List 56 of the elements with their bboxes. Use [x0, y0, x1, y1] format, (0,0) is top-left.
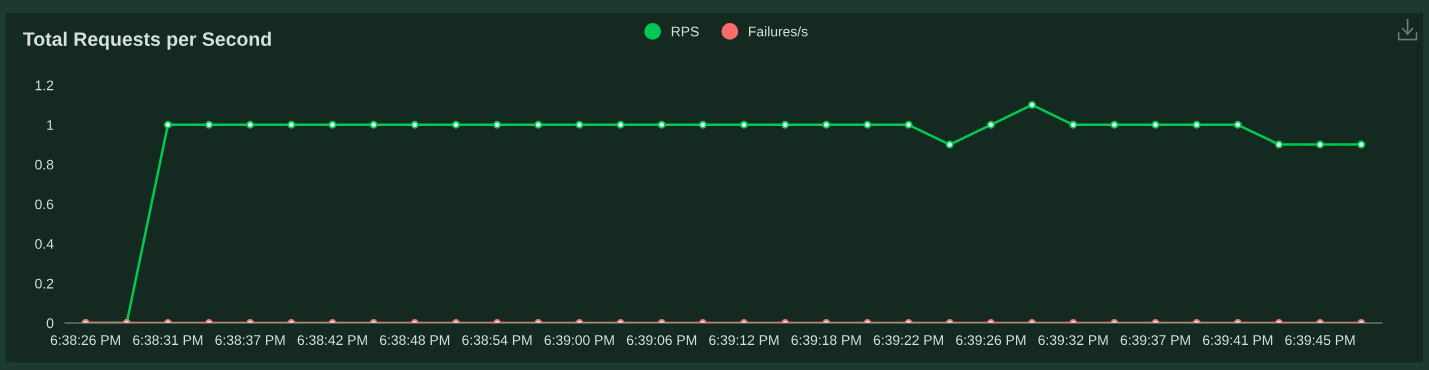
point: [410, 120, 419, 129]
y-tick-label: 0.2: [35, 278, 54, 289]
x-tick-label: 6:39:45 PM: [1285, 335, 1355, 346]
point: [1275, 140, 1283, 149]
point: [1192, 120, 1201, 129]
y-tick-label: 1: [47, 120, 54, 130]
point: [822, 120, 831, 129]
chart-title: Total Requests per Second: [23, 31, 271, 50]
point: [1233, 120, 1242, 129]
x-tick-label: 6:38:54 PM: [462, 335, 532, 346]
point: [1151, 120, 1160, 129]
x-tick-label: 6:38:48 PM: [379, 335, 450, 346]
point: [863, 120, 872, 129]
point: [657, 120, 666, 129]
legend-label: RPS: [671, 26, 699, 37]
x-tick-label: 6:38:31 PM: [133, 335, 203, 346]
point: [205, 120, 214, 129]
y-tick-label: 0.8: [35, 159, 54, 170]
point: [246, 120, 255, 129]
x-tick-label: 6:39:18 PM: [791, 335, 861, 346]
point: [369, 120, 378, 129]
point: [534, 120, 543, 129]
point: [1110, 120, 1119, 129]
point: [1069, 120, 1078, 129]
x-tick-label: 6:38:42 PM: [297, 335, 367, 346]
x-tick-label: 6:39:06 PM: [626, 335, 697, 346]
point: [945, 140, 954, 149]
y-tick-label: 0.4: [35, 239, 54, 249]
point: [986, 120, 995, 129]
x-tick-label: 6:39:37 PM: [1120, 335, 1190, 346]
x-tick-label: 6:39:00 PM: [544, 335, 614, 346]
point: [575, 120, 584, 129]
point: [1028, 100, 1037, 109]
x-tick-label: 6:39:12 PM: [709, 335, 779, 346]
point: [163, 120, 172, 129]
point: [493, 120, 502, 129]
point: [904, 120, 913, 129]
point: [451, 120, 460, 129]
x-tick-label: 6:38:26 PM: [50, 335, 120, 346]
point: [616, 120, 625, 129]
point: [740, 120, 748, 129]
y-tick-label: 0: [46, 318, 54, 329]
x-tick-label: 6:39:41 PM: [1203, 335, 1273, 346]
point: [781, 120, 790, 129]
point: [328, 120, 337, 129]
point: [287, 120, 296, 129]
legend-label: Failures/s: [749, 26, 808, 37]
x-tick-label: 6:39:26 PM: [956, 335, 1026, 346]
x-tick-label: 6:38:37 PM: [215, 335, 285, 346]
x-tick-label: 6:39:32 PM: [1038, 335, 1108, 346]
point: [698, 120, 707, 129]
point: [1357, 140, 1366, 149]
y-tick-label: 0.6: [35, 199, 54, 210]
x-tick-label: 6:39:22 PM: [873, 335, 943, 346]
point: [1316, 140, 1325, 149]
y-tick-label: 1.2: [35, 80, 54, 91]
